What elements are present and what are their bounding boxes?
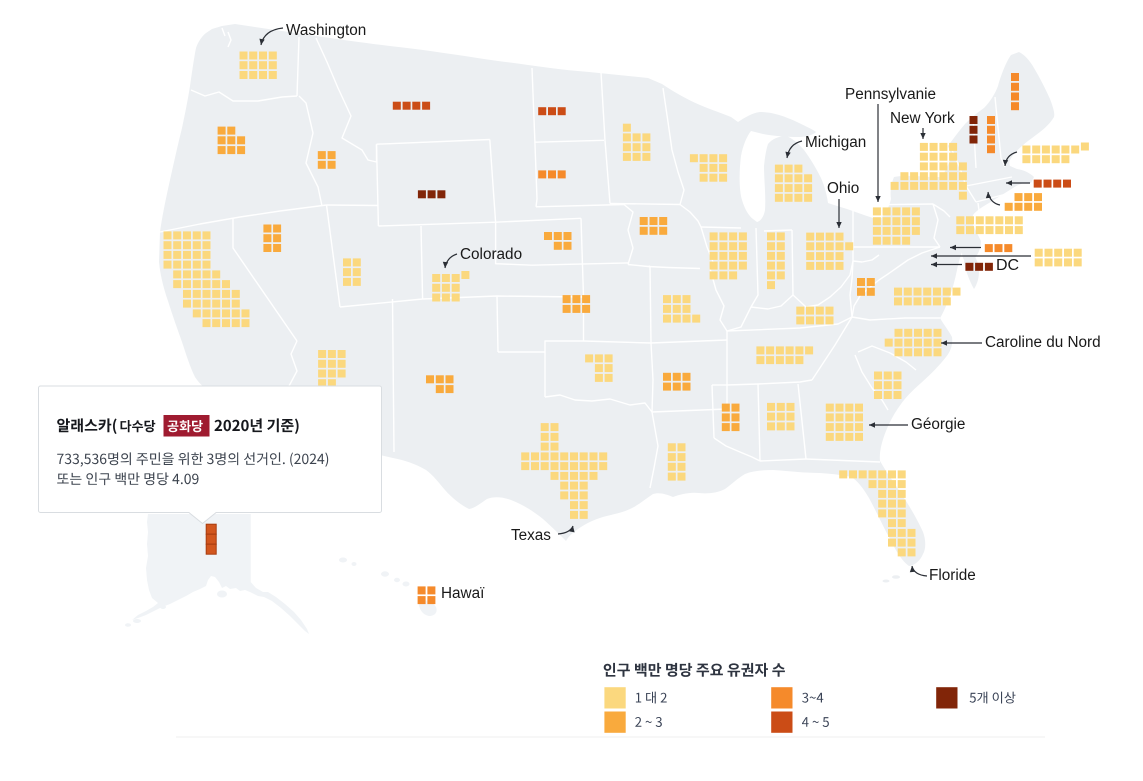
svg-text:Michigan: Michigan	[805, 134, 866, 151]
svg-text:Hawaï: Hawaï	[441, 585, 485, 602]
svg-text:Floride: Floride	[929, 567, 976, 584]
svg-text:DC: DC	[996, 257, 1019, 274]
svg-text:Pennsylvanie: Pennsylvanie	[845, 86, 936, 103]
svg-text:Colorado: Colorado	[460, 246, 522, 263]
svg-text:New York: New York	[890, 110, 955, 127]
svg-text:Géorgie: Géorgie	[911, 416, 965, 433]
svg-text:Washington: Washington	[286, 22, 366, 39]
svg-text:Caroline du Nord: Caroline du Nord	[985, 334, 1101, 351]
svg-text:Texas: Texas	[511, 527, 551, 544]
svg-text:Ohio: Ohio	[827, 180, 859, 197]
